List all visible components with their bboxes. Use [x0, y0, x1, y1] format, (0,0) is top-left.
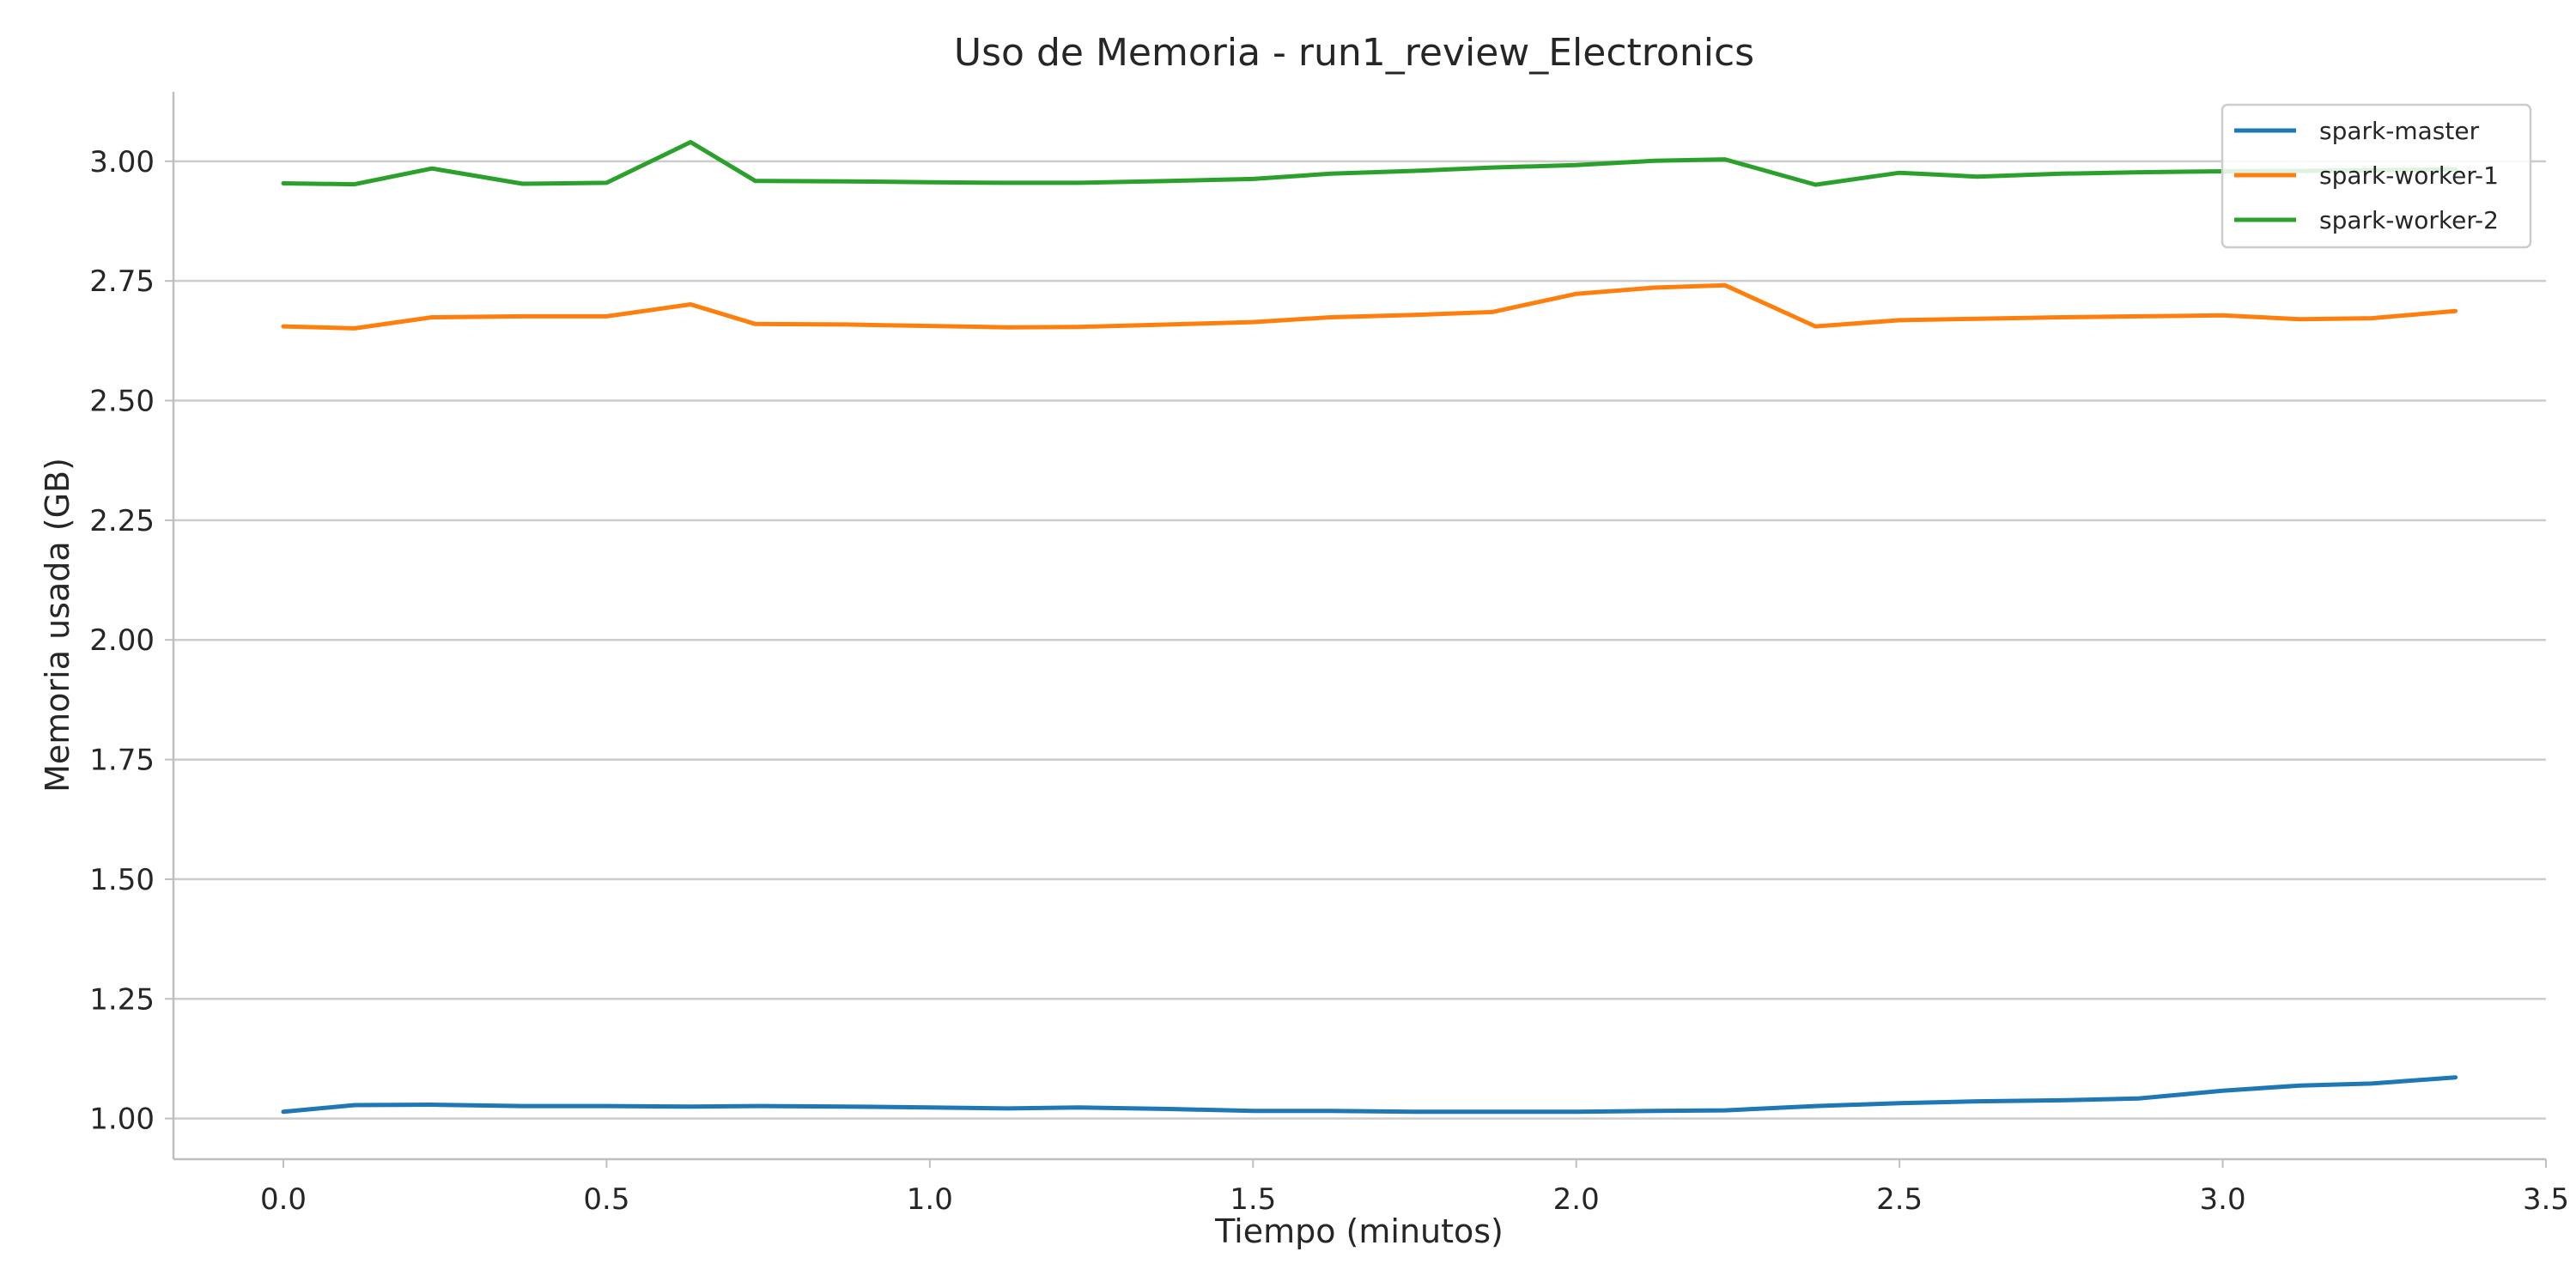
x-tick-label: 0.5: [583, 1182, 629, 1217]
x-tick-label: 2.0: [1553, 1182, 1600, 1217]
y-axis-label: Memoria usada (GB): [39, 458, 76, 793]
legend-box: [2221, 103, 2532, 249]
x-tick-label: 1.5: [1230, 1182, 1276, 1217]
y-tick-label: 2.00: [89, 623, 155, 658]
x-axis-label: Tiempo (minutos): [1214, 1212, 1504, 1250]
grid-lines: [173, 160, 2546, 1120]
legend: spark-master spark-worker-1 spark-worker-2: [2221, 103, 2532, 249]
series-line-spark-worker-1: [281, 283, 2458, 331]
y-tick-label: 3.00: [89, 145, 155, 179]
axis-ticks: [165, 160, 2547, 1168]
y-tick-label: 1.25: [89, 982, 155, 1017]
x-tick-label: 3.5: [2523, 1182, 2569, 1217]
x-tick-label: 1.0: [907, 1182, 953, 1217]
y-tick-labels: 1.00 1.25 1.50 1.75 2.00 2.25 2.50 2.75 3.00: [89, 145, 155, 1137]
series-line-spark-worker-2: [281, 140, 2458, 187]
series-lines: [281, 140, 2458, 1115]
y-tick-label: 2.50: [89, 385, 155, 419]
x-tick-labels: 0.0 0.5 1.0 1.5 2.0 2.5 3.0 3.5: [260, 1182, 2569, 1217]
legend-label-spark-worker-2: spark-worker-2: [2319, 206, 2499, 234]
legend-label-spark-worker-1: spark-worker-1: [2319, 161, 2499, 190]
y-tick-label: 1.50: [89, 863, 155, 897]
x-tick-label: 3.0: [2200, 1182, 2246, 1217]
chart-title: Uso de Memoria - run1_review_Electronics: [954, 31, 1754, 75]
y-tick-label: 1.00: [89, 1103, 155, 1137]
x-tick-label: 2.5: [1876, 1182, 1923, 1217]
y-tick-label: 2.75: [89, 264, 155, 299]
axes: [172, 92, 2546, 1161]
y-tick-label: 2.25: [89, 504, 155, 538]
series-line-spark-master: [281, 1075, 2458, 1115]
legend-label-spark-master: spark-master: [2319, 117, 2480, 145]
y-tick-label: 1.75: [89, 744, 155, 778]
x-tick-label: 0.0: [260, 1182, 307, 1217]
